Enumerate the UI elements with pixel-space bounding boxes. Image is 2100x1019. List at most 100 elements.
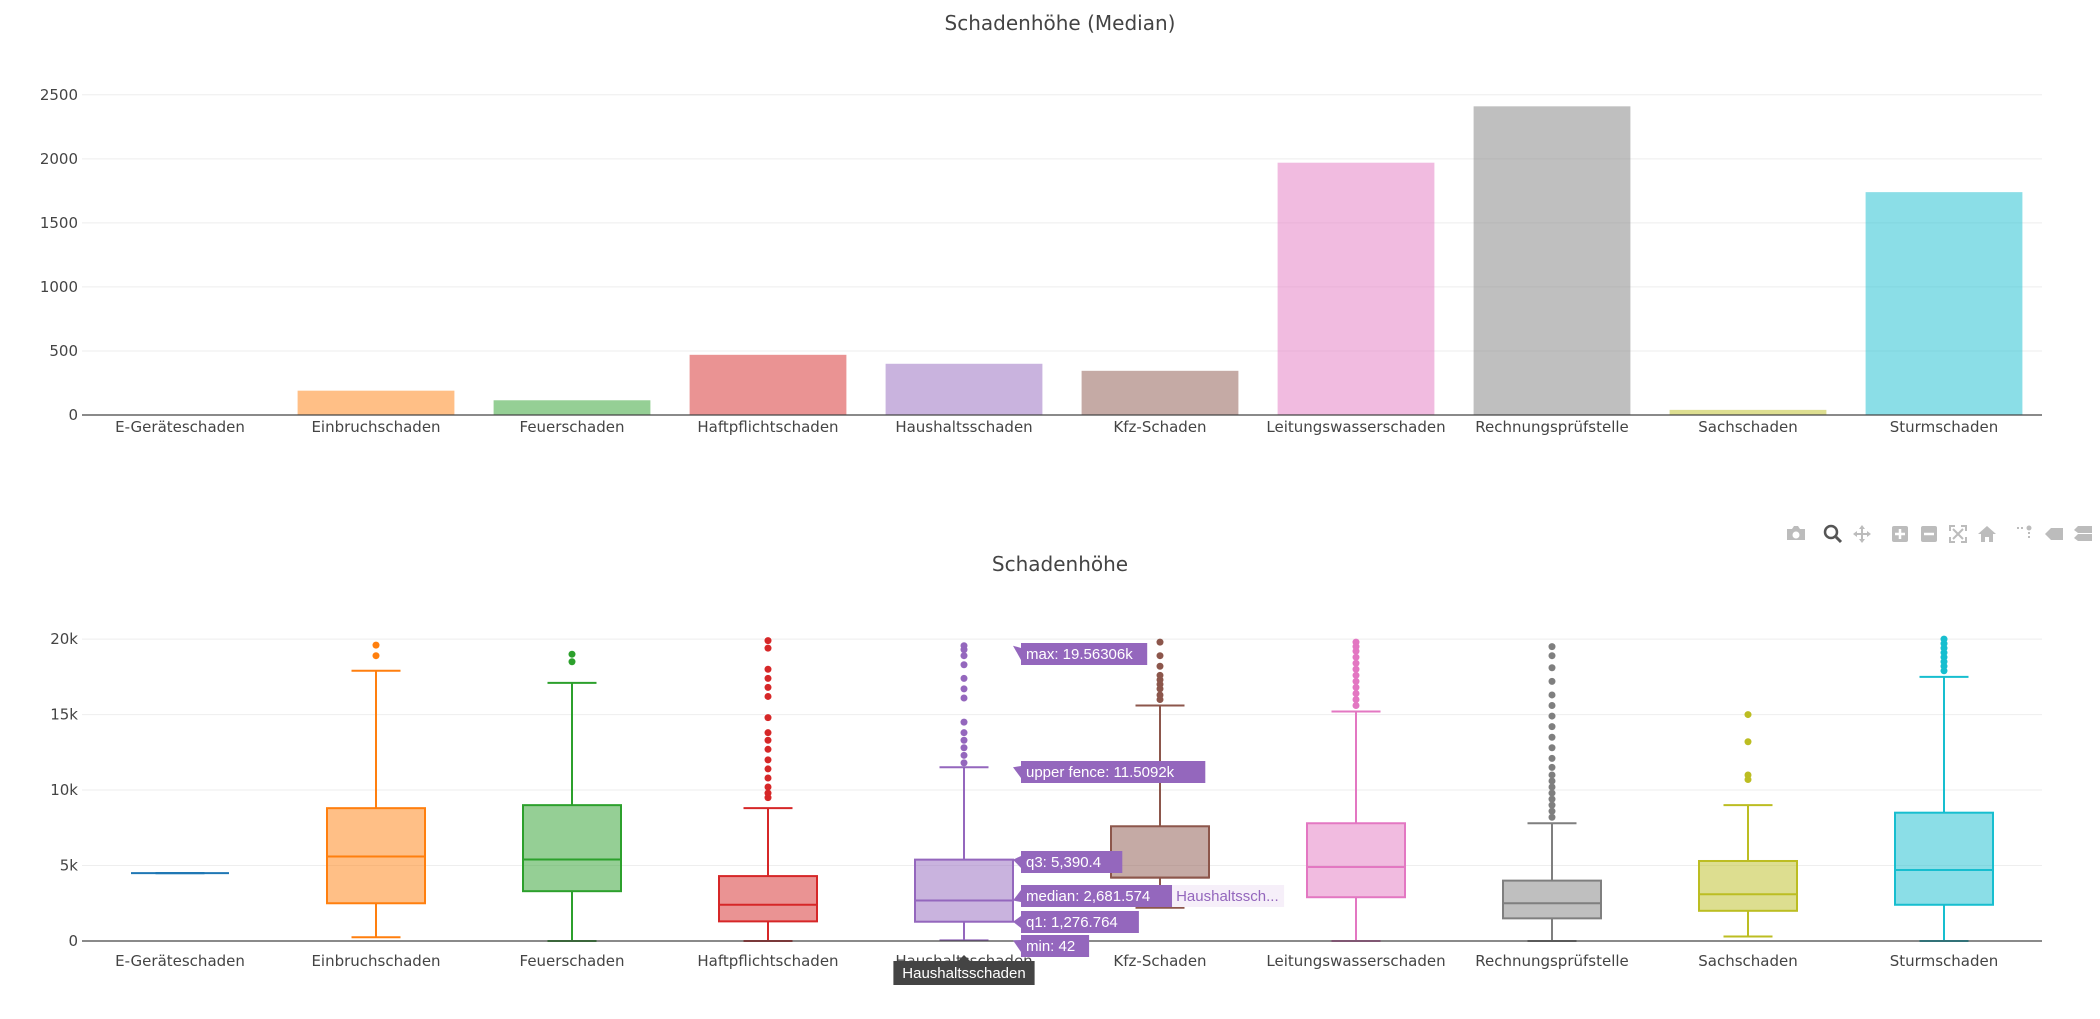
- outlier-point[interactable]: [1548, 712, 1556, 720]
- outlier-point[interactable]: [1156, 638, 1164, 646]
- outlier-point[interactable]: [372, 652, 380, 660]
- outlier-point[interactable]: [1548, 754, 1556, 762]
- outlier-point[interactable]: [1548, 789, 1556, 797]
- box-trace[interactable]: [1502, 643, 1602, 942]
- outlier-point[interactable]: [764, 637, 772, 645]
- outlier-point[interactable]: [1548, 807, 1556, 815]
- box-trace[interactable]: [1110, 638, 1210, 909]
- outlier-point[interactable]: [1352, 665, 1360, 673]
- box-trace[interactable]: [718, 637, 818, 942]
- outlier-point[interactable]: [764, 774, 772, 782]
- box-iqr[interactable]: [718, 875, 818, 923]
- outlier-point[interactable]: [1548, 643, 1556, 651]
- box-iqr[interactable]: [1502, 879, 1602, 920]
- box-trace[interactable]: [914, 642, 1014, 942]
- camera-icon[interactable]: [1787, 526, 1805, 540]
- outlier-point[interactable]: [1548, 723, 1556, 731]
- outlier-point[interactable]: [960, 718, 968, 726]
- outlier-point[interactable]: [1352, 689, 1360, 697]
- outlier-point[interactable]: [764, 665, 772, 673]
- bar[interactable]: [689, 354, 847, 415]
- outlier-point[interactable]: [960, 744, 968, 752]
- box-iqr[interactable]: [1698, 859, 1798, 912]
- box-chart-boxes[interactable]: [131, 635, 1994, 942]
- outlier-point[interactable]: [568, 650, 576, 658]
- outlier-point[interactable]: [1548, 664, 1556, 672]
- hover-closest-icon[interactable]: [2045, 528, 2063, 540]
- outlier-point[interactable]: [1156, 671, 1164, 679]
- outlier-point[interactable]: [1352, 695, 1360, 703]
- bar[interactable]: [1669, 409, 1827, 415]
- outlier-point[interactable]: [764, 765, 772, 773]
- outlier-point[interactable]: [960, 652, 968, 660]
- outlier-point[interactable]: [960, 694, 968, 702]
- outlier-point[interactable]: [1548, 702, 1556, 710]
- outlier-point[interactable]: [764, 692, 772, 700]
- bar[interactable]: [1081, 370, 1239, 415]
- box-iqr[interactable]: [1306, 822, 1406, 899]
- box-iqr[interactable]: [1894, 811, 1994, 906]
- bar[interactable]: [493, 400, 651, 415]
- outlier-point[interactable]: [1548, 813, 1556, 821]
- outlier-point[interactable]: [1156, 691, 1164, 699]
- pan-icon[interactable]: [1853, 525, 1871, 543]
- outlier-point[interactable]: [1548, 783, 1556, 791]
- outlier-point[interactable]: [960, 729, 968, 737]
- outlier-point[interactable]: [1548, 652, 1556, 660]
- outlier-point[interactable]: [1352, 638, 1360, 646]
- box-trace[interactable]: [1698, 711, 1798, 938]
- box-trace[interactable]: [1894, 635, 1994, 942]
- hover-compare-icon[interactable]: [2074, 526, 2092, 541]
- outlier-point[interactable]: [1548, 801, 1556, 809]
- outlier-point[interactable]: [568, 658, 576, 666]
- outlier-point[interactable]: [1548, 691, 1556, 699]
- outlier-point[interactable]: [960, 736, 968, 744]
- outlier-point[interactable]: [1352, 677, 1360, 685]
- spike-lines-icon[interactable]: [2017, 525, 2032, 541]
- outlier-point[interactable]: [1352, 671, 1360, 679]
- bar[interactable]: [885, 363, 1043, 415]
- bar[interactable]: [297, 390, 455, 415]
- outlier-point[interactable]: [764, 736, 772, 744]
- outlier-point[interactable]: [1156, 662, 1164, 670]
- outlier-point[interactable]: [960, 661, 968, 669]
- outlier-point[interactable]: [1352, 659, 1360, 667]
- bar[interactable]: [1865, 192, 2023, 415]
- outlier-point[interactable]: [960, 642, 968, 650]
- outlier-point[interactable]: [960, 759, 968, 767]
- outlier-point[interactable]: [1548, 763, 1556, 771]
- outlier-point[interactable]: [1548, 733, 1556, 741]
- outlier-point[interactable]: [764, 783, 772, 791]
- box-iqr[interactable]: [522, 804, 622, 893]
- outlier-point[interactable]: [1548, 771, 1556, 779]
- outlier-point[interactable]: [1744, 738, 1752, 746]
- outlier-point[interactable]: [1744, 771, 1752, 779]
- box-trace[interactable]: [326, 641, 426, 939]
- outlier-point[interactable]: [1352, 653, 1360, 661]
- outlier-point[interactable]: [1548, 777, 1556, 785]
- outlier-point[interactable]: [1352, 702, 1360, 710]
- bar[interactable]: [1473, 106, 1631, 415]
- outlier-point[interactable]: [1156, 652, 1164, 660]
- box-trace[interactable]: [522, 650, 622, 942]
- zoom-out-icon[interactable]: [1921, 526, 1937, 542]
- bar[interactable]: [1277, 162, 1435, 415]
- reset-axes-icon[interactable]: [1978, 526, 1996, 542]
- outlier-point[interactable]: [764, 789, 772, 797]
- outlier-point[interactable]: [764, 674, 772, 682]
- bar-chart-bars[interactable]: [297, 106, 2023, 415]
- outlier-point[interactable]: [764, 714, 772, 722]
- outlier-point[interactable]: [1744, 711, 1752, 719]
- outlier-point[interactable]: [960, 751, 968, 759]
- box-iqr[interactable]: [914, 858, 1014, 923]
- outlier-point[interactable]: [764, 745, 772, 753]
- zoom-icon[interactable]: [1823, 524, 1843, 544]
- box-iqr[interactable]: [1110, 825, 1210, 879]
- outlier-point[interactable]: [1940, 635, 1948, 643]
- outlier-point[interactable]: [764, 683, 772, 691]
- outlier-point[interactable]: [1548, 795, 1556, 803]
- outlier-point[interactable]: [764, 644, 772, 652]
- outlier-point[interactable]: [764, 729, 772, 737]
- outlier-point[interactable]: [1548, 677, 1556, 685]
- zoom-in-icon[interactable]: [1892, 526, 1908, 542]
